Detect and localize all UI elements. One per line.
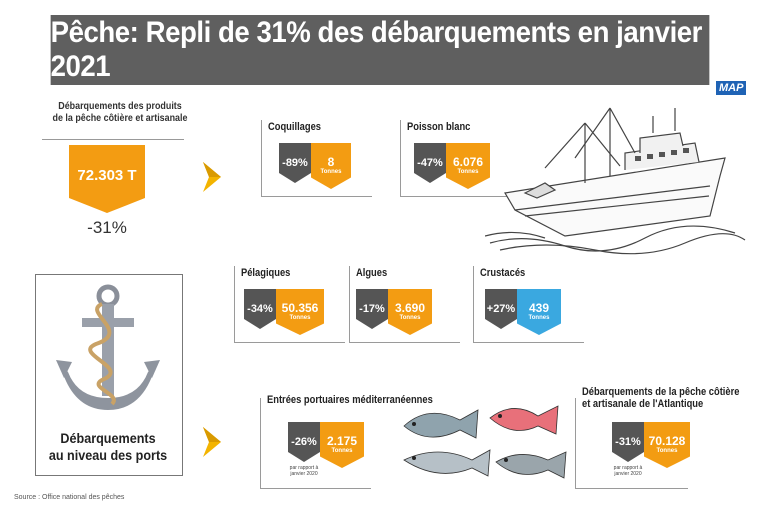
atlantic-label-line1: Débarquements de la pêche côtière xyxy=(582,386,740,398)
card-label-coquillages: Coquillages xyxy=(268,121,321,133)
value-text: 6.076 xyxy=(452,155,484,170)
left-divider xyxy=(42,139,184,140)
value-text: 439 xyxy=(528,301,550,316)
unit-text: Tonnes xyxy=(320,169,342,176)
pct-badge-poisson-blanc: -47% xyxy=(414,143,446,183)
title-text: Pêche: Repli de 31% des débarquements en… xyxy=(50,16,703,83)
pct-text: -89% xyxy=(282,157,308,169)
card-label-pelagiques: Pélagiques xyxy=(241,267,291,279)
pct-text: -47% xyxy=(417,157,443,169)
value-text: 8 xyxy=(327,155,335,170)
unit-text: Tonnes xyxy=(399,315,421,322)
card-crustaces xyxy=(473,266,584,343)
pct-text: -31% xyxy=(615,436,641,448)
card-pelagiques xyxy=(234,266,345,343)
value-text: 50.356 xyxy=(281,301,319,316)
pct-text: -26% xyxy=(291,436,317,448)
card-label-atlantic: Débarquements de la pêche côtière et art… xyxy=(582,386,739,410)
arrow-icon xyxy=(203,427,221,457)
pct-text: -17% xyxy=(359,303,385,315)
atlantic-label-line2: et artisanale de l'Atlantique xyxy=(582,398,704,410)
anchor-icon xyxy=(56,284,160,410)
pct-badge-coquillages: -89% xyxy=(279,143,311,183)
left-header-line1: Débarquements des produits xyxy=(58,100,182,112)
card-algues xyxy=(349,266,460,343)
ports-box-label: Débarquements au niveau des ports xyxy=(42,430,173,464)
source-text: Source : Office national des pêches xyxy=(14,494,125,501)
fishing-boat-icon xyxy=(485,107,746,255)
ports-line2: au niveau des ports xyxy=(48,446,168,463)
value-text: 2.175 xyxy=(326,434,358,449)
value-badge-atlantic: 70.128 Tonnes xyxy=(644,422,690,468)
total-change: -31% xyxy=(87,218,127,237)
ports-line1: Débarquements xyxy=(60,430,156,446)
total-landings-badge: 72.303 T xyxy=(69,145,145,213)
unit-text: Tonnes xyxy=(331,448,353,455)
note-atlantic: par rapport à janvier 2020 xyxy=(613,465,643,477)
left-header-line2: de la pêche côtière et artisanale xyxy=(52,112,188,124)
total-value: 72.303 T xyxy=(77,167,137,184)
fish-icon xyxy=(403,405,567,479)
card-atlantic xyxy=(575,398,688,489)
card-label-crustaces: Crustacés xyxy=(480,267,526,279)
left-panel-header: Débarquements des produits de la pêche c… xyxy=(30,100,210,124)
card-coquillages xyxy=(261,120,372,197)
unit-text: Tonnes xyxy=(656,448,678,455)
note-mediterranean: par rapport à janvier 2020 xyxy=(289,465,319,477)
card-label-poisson-blanc: Poisson blanc xyxy=(407,121,471,133)
card-label-mediterranean: Entrées portuaires méditerranéennes xyxy=(267,394,433,406)
value-text: 70.128 xyxy=(648,434,686,449)
unit-text: Tonnes xyxy=(289,315,311,322)
value-text: 3.690 xyxy=(394,301,426,316)
unit-text: Tonnes xyxy=(457,169,479,176)
card-label-algues: Algues xyxy=(356,267,388,279)
arrow-icon xyxy=(203,162,221,192)
value-badge-poisson-blanc: 6.076 Tonnes xyxy=(446,143,490,189)
pct-text: -34% xyxy=(247,303,273,315)
pct-text: +27% xyxy=(486,303,516,315)
card-poisson-blanc xyxy=(400,120,511,197)
map-logo: MAP xyxy=(716,81,747,95)
unit-text: Tonnes xyxy=(528,315,550,322)
card-mediterranean xyxy=(260,398,371,489)
page-title: Pêche: Repli de 31% des débarquements en… xyxy=(50,15,710,85)
